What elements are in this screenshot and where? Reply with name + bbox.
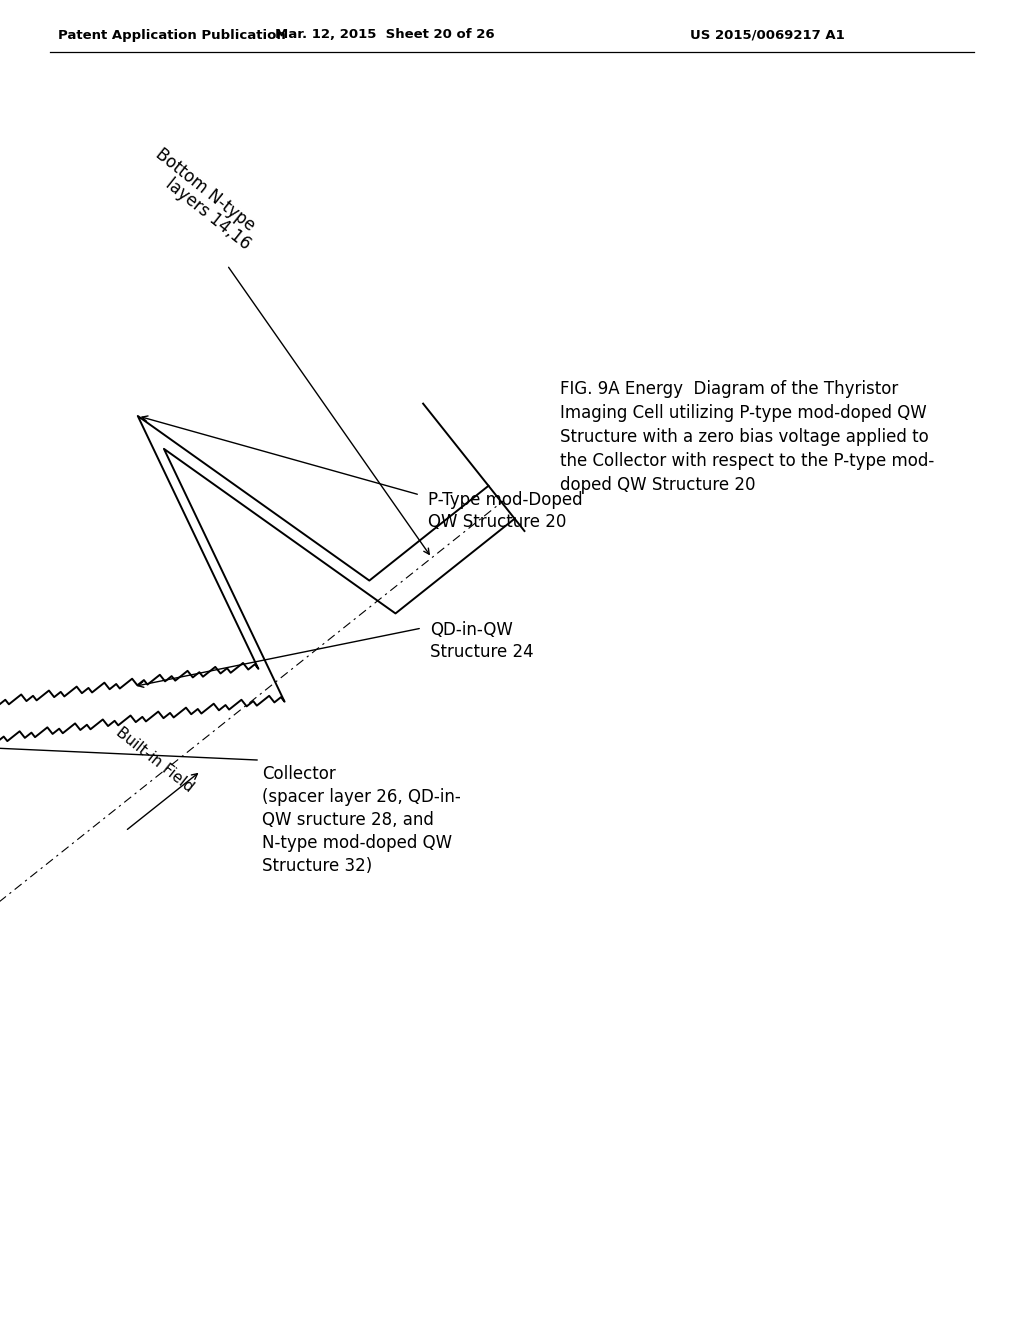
Text: QD-in-QW: QD-in-QW — [430, 620, 513, 639]
Text: N-type mod-doped QW: N-type mod-doped QW — [262, 834, 453, 851]
Text: QW sructure 28, and: QW sructure 28, and — [262, 810, 434, 829]
Text: doped QW Structure 20: doped QW Structure 20 — [560, 477, 756, 494]
Text: Built-in Field: Built-in Field — [114, 725, 197, 795]
Text: Structure 24: Structure 24 — [430, 643, 534, 661]
Text: Mar. 12, 2015  Sheet 20 of 26: Mar. 12, 2015 Sheet 20 of 26 — [275, 29, 495, 41]
Text: Imaging Cell utilizing P-type mod-doped QW: Imaging Cell utilizing P-type mod-doped … — [560, 404, 927, 422]
Text: FIG. 9A Energy  Diagram of the Thyristor: FIG. 9A Energy Diagram of the Thyristor — [560, 380, 898, 399]
Text: Structure with a zero bias voltage applied to: Structure with a zero bias voltage appli… — [560, 428, 929, 446]
Text: the Collector with respect to the P-type mod-: the Collector with respect to the P-type… — [560, 451, 934, 470]
Text: Collector: Collector — [262, 766, 336, 783]
Text: QW Structure 20: QW Structure 20 — [428, 513, 566, 531]
Text: layers 14,16: layers 14,16 — [162, 174, 254, 253]
Text: (spacer layer 26, QD-in-: (spacer layer 26, QD-in- — [262, 788, 461, 807]
Text: P-Type mod-Doped: P-Type mod-Doped — [428, 491, 583, 510]
Text: Patent Application Publication: Patent Application Publication — [58, 29, 286, 41]
Text: Structure 32): Structure 32) — [262, 857, 373, 875]
Text: US 2015/0069217 A1: US 2015/0069217 A1 — [690, 29, 845, 41]
Text: Bottom N-type: Bottom N-type — [152, 145, 258, 235]
